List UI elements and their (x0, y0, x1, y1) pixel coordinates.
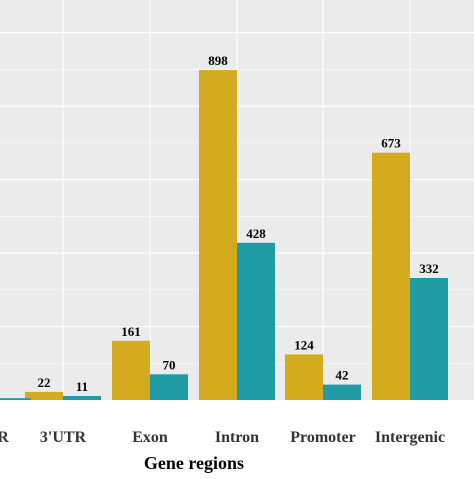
data-label: 22 (38, 375, 51, 390)
data-label: 161 (121, 324, 141, 339)
data-label: 898 (208, 53, 228, 68)
data-label: 124 (294, 337, 314, 352)
x-tick-label: R (0, 429, 9, 446)
x-tick-label: Intergenic (375, 429, 445, 446)
data-label: 673 (381, 136, 401, 151)
bar-series-b-0 (0, 398, 31, 400)
bars (0, 70, 448, 400)
bar-series-b-2 (150, 374, 188, 400)
data-label: 42 (336, 368, 349, 383)
x-tick-label: Exon (132, 429, 168, 446)
bar-series-b-4 (323, 384, 361, 400)
bar-series-a-4 (285, 354, 323, 400)
x-axis-title: Gene regions (144, 453, 244, 473)
bar-series-b-3 (237, 242, 275, 400)
data-label: 428 (246, 226, 266, 241)
data-label: 70 (163, 357, 176, 372)
data-labels: 22 161 898 124 673 11 70 428 42 332 (38, 53, 439, 394)
data-label: 11 (76, 379, 88, 394)
x-tick-label: 3'UTR (40, 429, 87, 446)
bar-series-b-5 (410, 278, 448, 400)
bar-series-b-1 (63, 396, 101, 400)
x-tick-labels: R 3'UTR Exon Intron Promoter Intergenic (0, 429, 445, 446)
x-tick-label: Promoter (290, 429, 355, 446)
data-label: 332 (419, 261, 439, 276)
bar-series-a-3 (199, 70, 237, 400)
bar-series-a-2 (112, 340, 150, 400)
bar-series-a-1 (25, 391, 63, 400)
bar-series-a-5 (372, 152, 410, 400)
x-tick-label: Intron (215, 429, 259, 446)
